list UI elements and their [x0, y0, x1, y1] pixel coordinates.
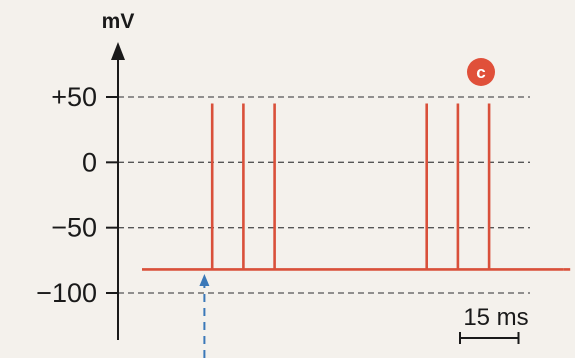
- y-tick-label-2: −50: [51, 213, 97, 243]
- grid-lines: [108, 96, 530, 294]
- membrane-potential-trace: [142, 103, 575, 271]
- y-tick-label-3: −100: [36, 278, 97, 308]
- stimulus-arrowhead: [199, 274, 210, 286]
- panel-badge: c: [467, 58, 495, 86]
- y-axis: mV: [102, 10, 135, 340]
- y-tick-label-1: 0: [82, 147, 97, 177]
- badge-circle: [467, 58, 495, 86]
- badge-letter: c: [476, 63, 485, 82]
- y-ticks: +50 0 −50 −100: [36, 82, 118, 308]
- y-axis-unit-label: mV: [102, 10, 135, 33]
- y-tick-label-0: +50: [51, 82, 97, 112]
- scale-bar-label: 15 ms: [463, 304, 528, 331]
- stimulus-marker: [199, 274, 210, 358]
- time-scale-bar: 15 ms: [459, 304, 529, 344]
- y-axis-arrowhead: [111, 42, 125, 60]
